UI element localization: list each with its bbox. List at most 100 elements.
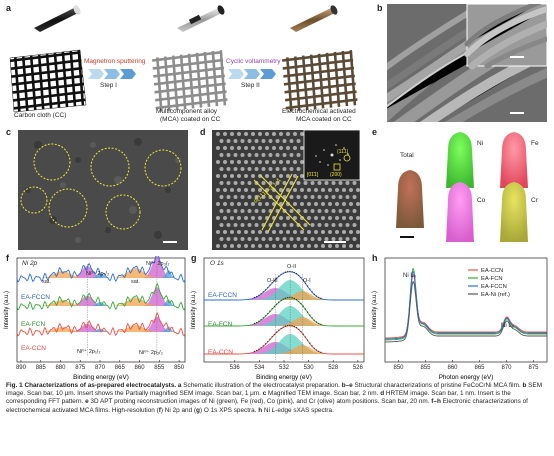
h-tick: 865 [474, 365, 485, 371]
apt-ni [446, 132, 474, 188]
hrtem-scalebar [324, 241, 346, 243]
caption-t10: Ni [262, 406, 272, 414]
rod-brown-icon [290, 5, 338, 32]
f-fit-peak [17, 325, 185, 332]
g-data-point [304, 308, 307, 310]
f-series-line [16, 312, 186, 337]
hrtem-image [212, 130, 360, 250]
h-legend-label: EA-CCN [481, 268, 503, 274]
mca-caption-2: (MCA) coated on CC [160, 116, 221, 123]
cc-caption: Carbon cloth (CC) [14, 112, 67, 119]
g-data-point [318, 350, 320, 352]
panel-b-label: b [377, 3, 383, 13]
f-fit-peak [17, 316, 185, 332]
g-data-point [258, 294, 260, 296]
g-data-point [269, 310, 271, 312]
g-data-point [295, 299, 298, 301]
step2-title: Cyclic voltammetry [226, 58, 281, 65]
g-fit-peak [204, 334, 364, 354]
sem-image [387, 4, 547, 122]
panel-g-label: g [191, 253, 197, 263]
lattice-lines [253, 173, 311, 233]
h-l3-label: Ni L₃ [403, 273, 417, 279]
f-tick: 860 [135, 365, 146, 371]
f-fit-peak [17, 268, 185, 278]
g-data-point [293, 297, 295, 300]
g-data-point [320, 323, 322, 325]
g-data-point [302, 279, 304, 281]
sxas-ni-ledge-chart: 850 855 860 865 870 875 EA-CCN EA-FCN EA-FCCN EA… [372, 257, 548, 381]
g-data-point [282, 298, 284, 300]
g-data-point [278, 301, 280, 303]
g-data-point [307, 311, 309, 313]
g-data-point [253, 322, 256, 325]
h-tick: 870 [501, 365, 512, 371]
g-data-point [313, 293, 315, 295]
f-fit-peak [17, 297, 185, 306]
inset-scalebar [510, 56, 524, 58]
g-data-point [309, 314, 311, 316]
caption-t7: Electronic characterizations of electroc… [6, 398, 528, 414]
g-data-point [264, 289, 267, 291]
step2-label: Step II [241, 82, 260, 89]
caption-t5: HRTEM image. Scan bar, 1 nm. Insert is t… [6, 390, 511, 406]
g-data-point [264, 315, 267, 317]
f-title: Ni 2p [22, 260, 38, 267]
f-tick: 880 [55, 365, 66, 371]
g-data-point [280, 273, 282, 275]
g-data-point [291, 271, 293, 273]
apt-total [396, 170, 424, 228]
caption-e: e [85, 398, 89, 406]
g-data-point [315, 295, 318, 297]
caption-a: a [176, 382, 182, 389]
f-series2-label: EA-FCN [21, 321, 46, 328]
g-data-point [311, 317, 313, 319]
g-data-point [293, 271, 295, 274]
caption-g: g [196, 406, 200, 414]
g-data-point [284, 271, 287, 273]
h-tick: 850 [393, 365, 404, 371]
g-data-point [318, 322, 320, 324]
g-ylabel: Intensity (a.u.) [191, 291, 197, 329]
g-data-point [258, 320, 260, 322]
apt-total-label: Total [400, 152, 414, 159]
g-series2-label: EA-FCN [208, 321, 233, 328]
g-series-line [204, 325, 364, 355]
g-data-point [287, 296, 289, 299]
ea-caption-2: MCA coated on CC [296, 116, 352, 123]
g-data-point [267, 312, 269, 315]
f-tick: 890 [16, 365, 27, 371]
caption-t9: ) O 1s XPS spectra. [199, 406, 259, 414]
f-series-line [16, 256, 186, 283]
g-data-point [278, 275, 280, 277]
f-fit-peak [17, 300, 185, 306]
f-fit-peak [17, 271, 185, 278]
g-data-point [309, 288, 311, 290]
caption-h: h [258, 406, 263, 414]
g-data-point [293, 325, 295, 328]
g-data-point [307, 285, 309, 287]
h-series-line [385, 280, 547, 343]
g-tick: 528 [328, 365, 339, 371]
g-data-point [260, 347, 262, 349]
h-legend-label: EA-FCN [481, 276, 503, 282]
g-series-line [204, 297, 364, 327]
g-tick: 534 [254, 365, 265, 371]
sem-inset [464, 4, 547, 70]
g-data-point [267, 286, 269, 289]
panel-c-label: c [6, 127, 12, 137]
g-data-point [300, 302, 302, 305]
apt-ni-label: Ni [477, 140, 484, 147]
g-data-point [273, 305, 275, 307]
figure-caption: Fig. 1 Characterizations of as-prepared … [6, 382, 551, 415]
h-xlabel: Photon energy (eV) [439, 374, 494, 381]
caption-t11: -edge sXAS spectra. [275, 406, 334, 414]
apt-fe [500, 132, 528, 188]
g-data-point [276, 303, 278, 305]
g-data-point [304, 282, 307, 284]
caption-t8: ) Ni 2p and ( [160, 406, 197, 414]
f-tick: 855 [154, 365, 165, 371]
g-data-point [273, 279, 275, 281]
g-data-point [260, 293, 262, 295]
g-fit-peak [204, 280, 364, 300]
